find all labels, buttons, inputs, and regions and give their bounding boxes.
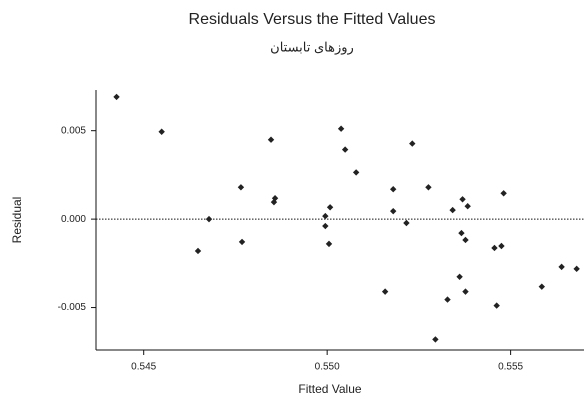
point xyxy=(573,266,579,272)
point xyxy=(459,196,465,202)
point xyxy=(462,288,468,294)
point xyxy=(239,239,245,245)
point xyxy=(432,336,438,342)
point xyxy=(558,264,564,270)
point xyxy=(444,296,450,302)
point xyxy=(491,245,497,251)
x-axis-label: Fitted Value xyxy=(298,382,361,396)
point xyxy=(456,274,462,280)
chart: Residuals Versus the Fitted Values روزها… xyxy=(0,0,584,402)
point xyxy=(493,302,499,308)
chart-subtitle: روزهای تابستان xyxy=(270,39,354,55)
point xyxy=(327,204,333,210)
x-tick-label: 0.545 xyxy=(131,362,156,373)
point xyxy=(425,184,431,190)
point xyxy=(322,223,328,229)
point xyxy=(462,237,468,243)
point xyxy=(409,140,415,146)
point xyxy=(449,207,455,213)
x-tick-label: 0.550 xyxy=(315,362,340,373)
point xyxy=(238,184,244,190)
point xyxy=(342,146,348,152)
point xyxy=(322,213,328,219)
point xyxy=(195,248,201,254)
point xyxy=(158,129,164,135)
point xyxy=(500,190,506,196)
point xyxy=(382,288,388,294)
chart-title: Residuals Versus the Fitted Values xyxy=(189,11,436,28)
point xyxy=(403,220,409,226)
y-tick-label: -0.005 xyxy=(58,302,87,313)
y-axis-label: Residual xyxy=(10,197,24,244)
point xyxy=(458,230,464,236)
point xyxy=(268,137,274,143)
y-tick-label: 0.005 xyxy=(61,125,86,136)
point xyxy=(326,241,332,247)
point xyxy=(539,283,545,289)
point xyxy=(353,169,359,175)
point xyxy=(464,203,470,209)
x-tick-label: 0.555 xyxy=(498,362,523,373)
y-tick-label: 0.000 xyxy=(61,214,86,225)
point xyxy=(498,243,504,249)
point xyxy=(206,216,212,222)
point xyxy=(390,186,396,192)
point xyxy=(390,208,396,214)
point xyxy=(338,126,344,132)
point xyxy=(113,94,119,100)
